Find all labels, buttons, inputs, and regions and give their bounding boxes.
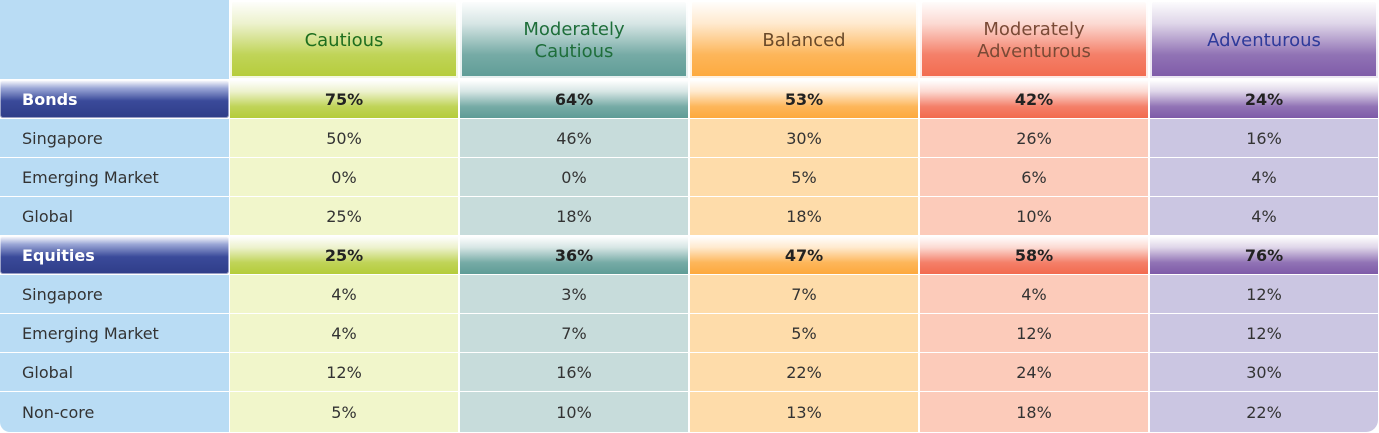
table-cell: 24% <box>920 353 1148 391</box>
table-cell: 10% <box>920 197 1148 235</box>
table-corner <box>0 0 229 79</box>
table-cell: 4% <box>1150 158 1378 196</box>
table-cell: 12% <box>920 314 1148 352</box>
table-cell: 18% <box>920 392 1148 432</box>
table-cell: 22% <box>690 353 918 391</box>
table-cell: 12% <box>230 353 458 391</box>
table-cell: 5% <box>690 158 918 196</box>
table-cell: 4% <box>1150 197 1378 235</box>
table-cell: 10% <box>460 392 688 432</box>
row-label: Singapore <box>0 275 229 313</box>
table-cell: 18% <box>460 197 688 235</box>
table-cell: 6% <box>920 158 1148 196</box>
row-label: Global <box>0 353 229 391</box>
table-cell: 4% <box>230 314 458 352</box>
group-label: Equities <box>0 236 229 274</box>
table-cell: 16% <box>1150 119 1378 157</box>
column-header: Balanced <box>690 0 918 78</box>
table-cell: 22% <box>1150 392 1378 432</box>
table-cell: 18% <box>690 197 918 235</box>
column-header: Cautious <box>230 0 458 78</box>
table-cell: 4% <box>920 275 1148 313</box>
table-cell: 0% <box>460 158 688 196</box>
group-total: 42% <box>920 80 1148 118</box>
group-total: 36% <box>460 236 688 274</box>
group-total: 53% <box>690 80 918 118</box>
row-label: Emerging Market <box>0 158 229 196</box>
group-label: Bonds <box>0 80 229 118</box>
table-cell: 5% <box>230 392 458 432</box>
table-cell: 12% <box>1150 275 1378 313</box>
table-cell: 4% <box>230 275 458 313</box>
group-total: 25% <box>230 236 458 274</box>
column-header: Moderately Cautious <box>460 0 688 78</box>
group-total: 58% <box>920 236 1148 274</box>
row-label: Emerging Market <box>0 314 229 352</box>
table-cell: 12% <box>1150 314 1378 352</box>
table-cell: 5% <box>690 314 918 352</box>
row-label: Non-core <box>0 392 229 432</box>
table-cell: 7% <box>690 275 918 313</box>
group-total: 75% <box>230 80 458 118</box>
column-header: Moderately Adventurous <box>920 0 1148 78</box>
table-cell: 25% <box>230 197 458 235</box>
table-cell: 30% <box>690 119 918 157</box>
row-label: Global <box>0 197 229 235</box>
row-label: Singapore <box>0 119 229 157</box>
group-total: 24% <box>1150 80 1378 118</box>
group-total: 64% <box>460 80 688 118</box>
group-total: 76% <box>1150 236 1378 274</box>
table-cell: 7% <box>460 314 688 352</box>
table-cell: 26% <box>920 119 1148 157</box>
table-cell: 16% <box>460 353 688 391</box>
table-cell: 30% <box>1150 353 1378 391</box>
table-cell: 0% <box>230 158 458 196</box>
table-cell: 46% <box>460 119 688 157</box>
table-cell: 3% <box>460 275 688 313</box>
group-total: 47% <box>690 236 918 274</box>
column-header: Adventurous <box>1150 0 1378 78</box>
table-cell: 13% <box>690 392 918 432</box>
table-cell: 50% <box>230 119 458 157</box>
